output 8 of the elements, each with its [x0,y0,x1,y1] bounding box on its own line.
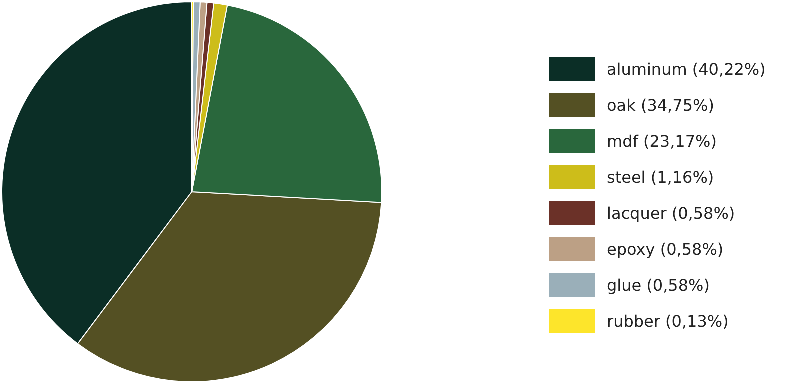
legend-label: aluminum (40,22%) [607,60,766,79]
legend-label: steel (1,16%) [607,168,714,187]
legend-label: glue (0,58%) [607,276,710,295]
legend-label: mdf (23,17%) [607,132,717,151]
legend-label: oak (34,75%) [607,96,714,115]
legend-label: lacquer (0,58%) [607,204,736,223]
legend-label: epoxy (0,58%) [607,240,724,259]
legend-label: rubber (0,13%) [607,312,729,331]
